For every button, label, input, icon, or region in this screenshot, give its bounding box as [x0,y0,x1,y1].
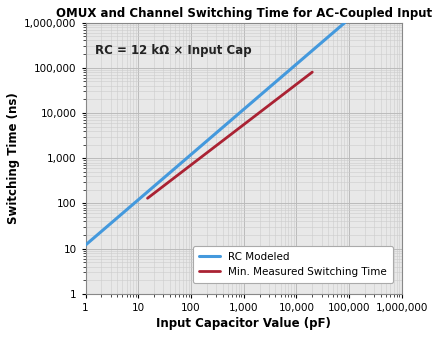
Text: RC = 12 kΩ × Input Cap: RC = 12 kΩ × Input Cap [95,44,251,57]
Line: Min. Measured Switching Time: Min. Measured Switching Time [147,72,312,198]
Min. Measured Switching Time [309,70,314,74]
Line: RC Modeled: RC Modeled [85,23,344,245]
X-axis label: Input Capacitor Value (pF): Input Capacitor Value (pF) [156,317,330,330]
RC Modeled [246,103,251,107]
RC Modeled [167,171,172,175]
RC Modeled [342,21,347,25]
Legend: RC Modeled, Min. Measured Switching Time: RC Modeled, Min. Measured Switching Time [193,246,393,283]
RC Modeled [271,81,276,85]
RC Modeled [185,155,191,159]
Y-axis label: Switching Time (ns): Switching Time (ns) [7,92,20,224]
Min. Measured Switching Time [145,196,150,200]
RC Modeled [83,243,88,247]
Min. Measured Switching Time [145,196,150,200]
RC Modeled [270,82,275,86]
Min. Measured Switching Time [293,82,299,86]
RC Modeled [114,216,119,220]
Title: OMUX and Channel Switching Time for AC-Coupled Input: OMUX and Channel Switching Time for AC-C… [56,7,431,20]
Min. Measured Switching Time [242,122,247,126]
Min. Measured Switching Time [283,90,288,94]
Min. Measured Switching Time [243,121,248,125]
Min. Measured Switching Time [245,119,250,123]
